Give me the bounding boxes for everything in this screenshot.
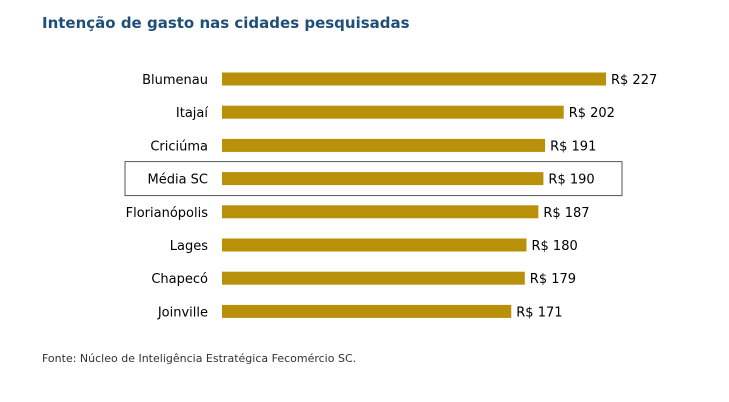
highlight-box [124,161,623,197]
category-label: Média SC [147,173,208,188]
bar [222,205,539,219]
value-label: R$ 191 [550,139,596,154]
bar [222,172,544,186]
value-label: R$ 180 [531,239,577,254]
chart-title: Intenção de gasto nas cidades pesquisada… [42,14,410,32]
category-label: Joinville [157,305,208,320]
category-label: Criciúma [150,139,208,154]
bar [222,238,527,252]
source-note: Fonte: Núcleo de Inteligência Estratégic… [42,352,357,365]
category-labels: Blumenau Itajaí Criciúma Média SC Florianópo… [126,73,209,320]
value-label: R$ 179 [530,272,576,287]
category-label: Itajaí [176,106,208,121]
category-label: Florianópolis [126,206,209,221]
value-label: R$ 202 [569,106,615,121]
bars-layer [222,72,606,318]
bar [222,271,525,285]
value-label: R$ 227 [611,73,657,88]
value-label: R$ 187 [543,206,589,221]
value-labels: R$ 227 R$ 202 R$ 191 R$ 190 R$ 187 R$ 180 R$ 1… [516,73,657,320]
bar [222,138,546,152]
bar [222,304,512,318]
value-label: R$ 171 [516,305,562,320]
category-label: Chapecó [151,272,208,287]
category-label: Lages [170,239,208,254]
category-label: Blumenau [142,73,208,88]
bar [222,72,606,86]
highlight-layer [124,161,623,197]
value-label: R$ 190 [548,173,594,188]
bar [222,105,564,119]
